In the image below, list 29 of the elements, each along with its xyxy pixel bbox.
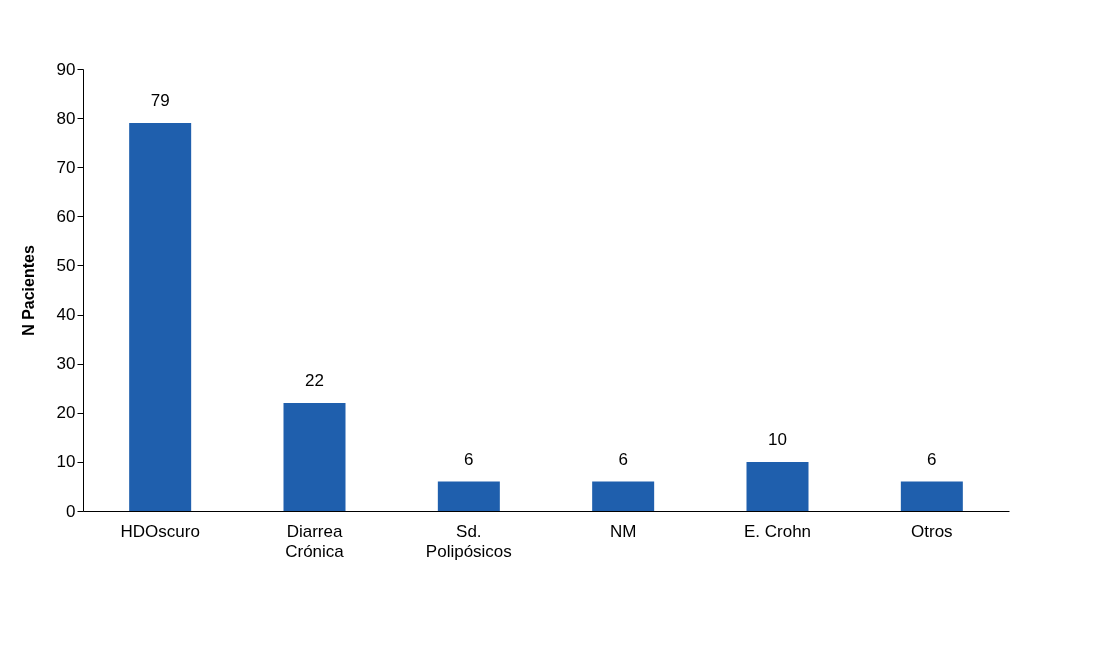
bar <box>437 481 500 511</box>
data-label: 10 <box>768 429 787 449</box>
y-tick-label: 10 <box>56 452 76 472</box>
y-tick-label: 90 <box>56 59 76 79</box>
bar <box>283 402 346 511</box>
x-tick-label: Otros <box>911 521 953 541</box>
bar <box>746 461 809 511</box>
x-tick-label: Diarrea Crónica <box>285 521 345 561</box>
data-label: 22 <box>305 370 324 390</box>
bar <box>592 481 655 511</box>
y-tick-label: 0 <box>66 501 76 521</box>
data-label: 6 <box>464 449 474 469</box>
x-tick-label: E. Crohn <box>743 521 812 541</box>
y-tick-label: 30 <box>56 354 76 374</box>
bar <box>129 123 192 511</box>
y-tick-label: 20 <box>56 403 76 423</box>
data-label: 6 <box>618 449 628 469</box>
y-tick-label: 70 <box>56 157 76 177</box>
y-tick-label: 50 <box>56 255 76 275</box>
x-tick-label: Sd. Polipósicos <box>425 521 512 561</box>
y-tick-label: 80 <box>56 108 76 128</box>
y-tick-label: 60 <box>56 206 76 226</box>
y-tick-label: 40 <box>56 305 76 325</box>
data-label: 79 <box>150 91 170 111</box>
y-axis-title: N Pacientes <box>19 245 37 336</box>
data-label: 6 <box>927 449 937 469</box>
x-tick-label: NM <box>609 521 637 541</box>
bar <box>900 481 963 511</box>
x-tick-label: HDOscuro <box>120 521 200 541</box>
